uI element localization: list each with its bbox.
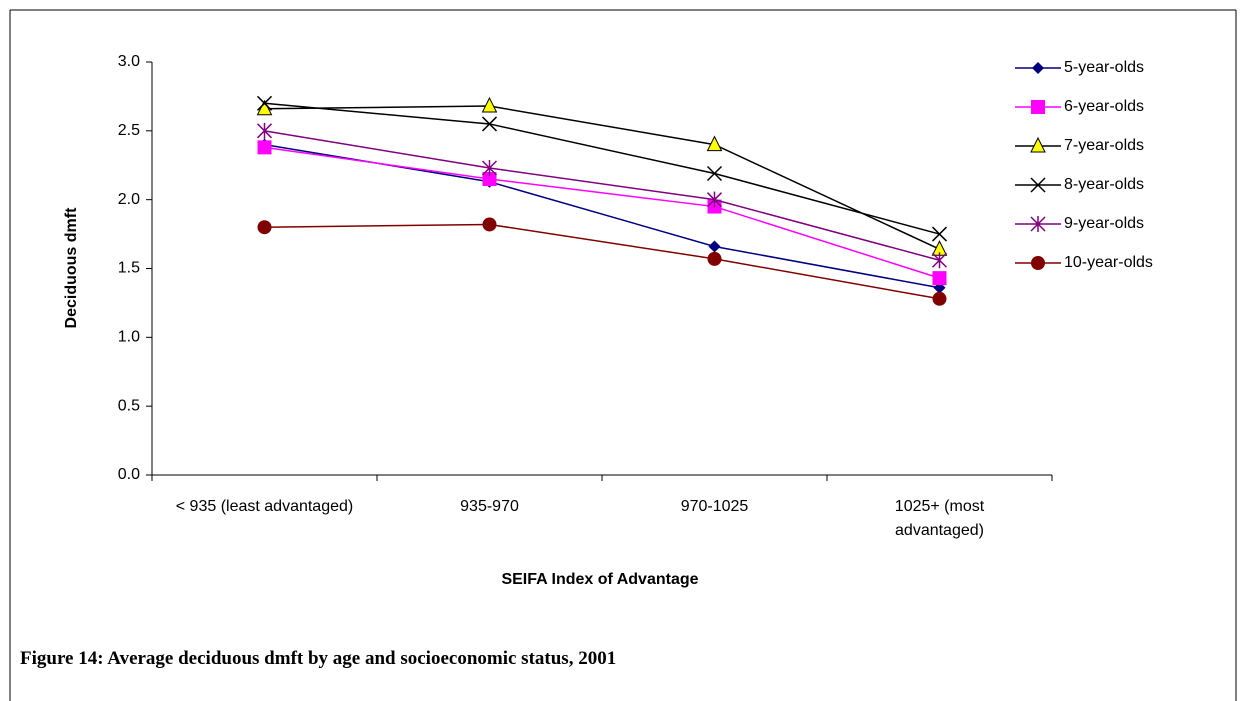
- x-tick-label: < 935 (least advantaged): [175, 498, 354, 515]
- legend-label: 10-year-olds: [1064, 254, 1153, 271]
- legend-marker: [1030, 136, 1046, 153]
- marker: [482, 217, 497, 232]
- marker: [932, 291, 947, 306]
- legend-label: 9-year-olds: [1064, 215, 1144, 232]
- marker: [931, 252, 948, 269]
- legend-marker: [1031, 100, 1045, 114]
- legend-marker: [1030, 177, 1046, 193]
- series-line: [264, 143, 940, 289]
- legend-label: 5-year-olds: [1064, 59, 1144, 76]
- x-tick-label: 970-1025: [680, 498, 749, 515]
- y-tick-label: 1.0: [118, 329, 140, 346]
- y-tick-label: 1.5: [118, 260, 140, 277]
- y-tick-label: 2.5: [118, 122, 140, 139]
- marker: [481, 116, 498, 132]
- x-axis-title: SEIFA Index of Advantage: [501, 571, 698, 588]
- marker: [932, 271, 947, 286]
- legend-marker: [1032, 62, 1044, 74]
- marker: [708, 240, 721, 253]
- marker: [706, 191, 723, 208]
- legend-marker: [1030, 216, 1046, 232]
- legend-label: 8-year-olds: [1064, 176, 1144, 193]
- caption: Figure 14: Average deciduous dmft by age…: [20, 648, 617, 669]
- y-tick-label: 0.0: [118, 466, 140, 483]
- series-line: [264, 130, 940, 261]
- marker: [256, 122, 273, 139]
- marker: [481, 96, 498, 113]
- marker: [256, 95, 273, 111]
- marker: [706, 165, 723, 182]
- series-line: [264, 223, 940, 300]
- y-tick-label: 2.0: [118, 191, 140, 208]
- legend-label: 7-year-olds: [1064, 137, 1144, 154]
- series-line: [264, 102, 940, 235]
- legend-label: 6-year-olds: [1064, 98, 1144, 115]
- series-line: [264, 105, 940, 250]
- x-tick-label: 1025+ (most advantaged): [894, 498, 985, 539]
- marker: [257, 140, 272, 155]
- marker: [706, 135, 723, 152]
- marker: [481, 160, 498, 177]
- marker: [257, 220, 272, 235]
- marker: [482, 172, 497, 187]
- series-line: [264, 146, 940, 279]
- legend-marker: [1031, 256, 1045, 270]
- marker: [707, 251, 722, 266]
- y-tick-label: 3.0: [118, 53, 140, 70]
- x-tick-label: 935-970: [460, 498, 519, 515]
- marker: [931, 226, 948, 242]
- y-tick-label: 0.5: [118, 397, 140, 414]
- y-axis-title: Deciduous dmft: [63, 207, 80, 329]
